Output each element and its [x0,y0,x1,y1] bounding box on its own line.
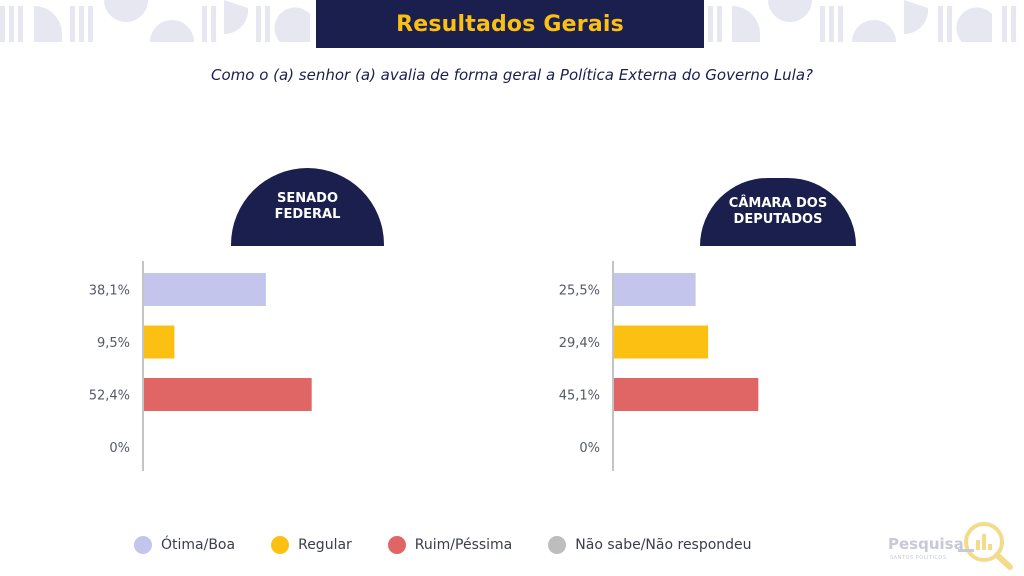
senado-panel-header: SENADO FEDERAL [231,168,384,246]
senado-value-label-3: 52,4% [89,389,130,404]
camara-panel-title: CÂMARA DOS DEPUTADOS [728,196,828,227]
camara-bar-2 [614,325,709,359]
senado-bar-chart: 38,1% 9,5% 52,4% 0% [89,261,312,471]
camara-value-label-4: 0% [579,441,600,456]
camara-value-label-3: 45,1% [559,389,600,404]
brand-logo: Pesquisa SANTOS POLITICOS [888,520,1018,570]
logo-text: Pesquisa [888,535,964,553]
camara-value-label-2: 29,4% [559,336,600,351]
legend-swatch [548,536,567,554]
camara-panel-header: CÂMARA DOS DEPUTADOS [700,178,856,246]
camara-value-label-1: 25,5% [559,284,600,299]
legend-label: Não sabe/Não respondeu [575,537,752,553]
legend-swatch [271,536,290,554]
magnifier-chart-icon [958,522,1013,570]
legend-label: Ruim/Péssima [414,537,513,553]
senado-value-label-2: 9,5% [97,336,130,351]
legend-item-regular: Regular [271,536,352,554]
legend-swatch [134,536,152,554]
senado-bar-1 [144,273,266,306]
senado-panel-title: SENADO FEDERAL [274,191,341,222]
legend-label: Ótima/Boa [161,537,236,553]
logo-subtext: SANTOS POLITICOS [890,555,947,561]
legend-swatch [387,536,406,554]
header-pattern-left [0,0,310,42]
survey-question: Como o (a) senhor (a) avalia de forma ge… [210,66,813,84]
legend-item-otima-boa: Ótima/Boa [134,536,235,554]
senado-bar-2 [144,325,175,359]
legend-label: Regular [298,537,352,553]
senado-value-label-4: 0% [109,441,130,456]
title-banner: Resultados Gerais [316,0,704,48]
senado-value-label-1: 38,1% [89,284,130,299]
chart-legend: Ótima/Boa Regular Ruim/Péssima Não sabe/… [134,536,788,554]
page-title: Resultados Gerais [396,11,624,37]
camara-bar-chart: 25,5% 29,4% 45,1% 0% [559,261,759,471]
header-pattern-right [708,0,1016,42]
camara-bar-1 [614,273,696,306]
senado-bar-3 [144,378,312,411]
camara-bar-3 [614,378,759,411]
legend-item-nao-sabe: Não sabe/Não respondeu [548,536,752,554]
legend-item-ruim-pessima: Ruim/Péssima [387,536,513,554]
